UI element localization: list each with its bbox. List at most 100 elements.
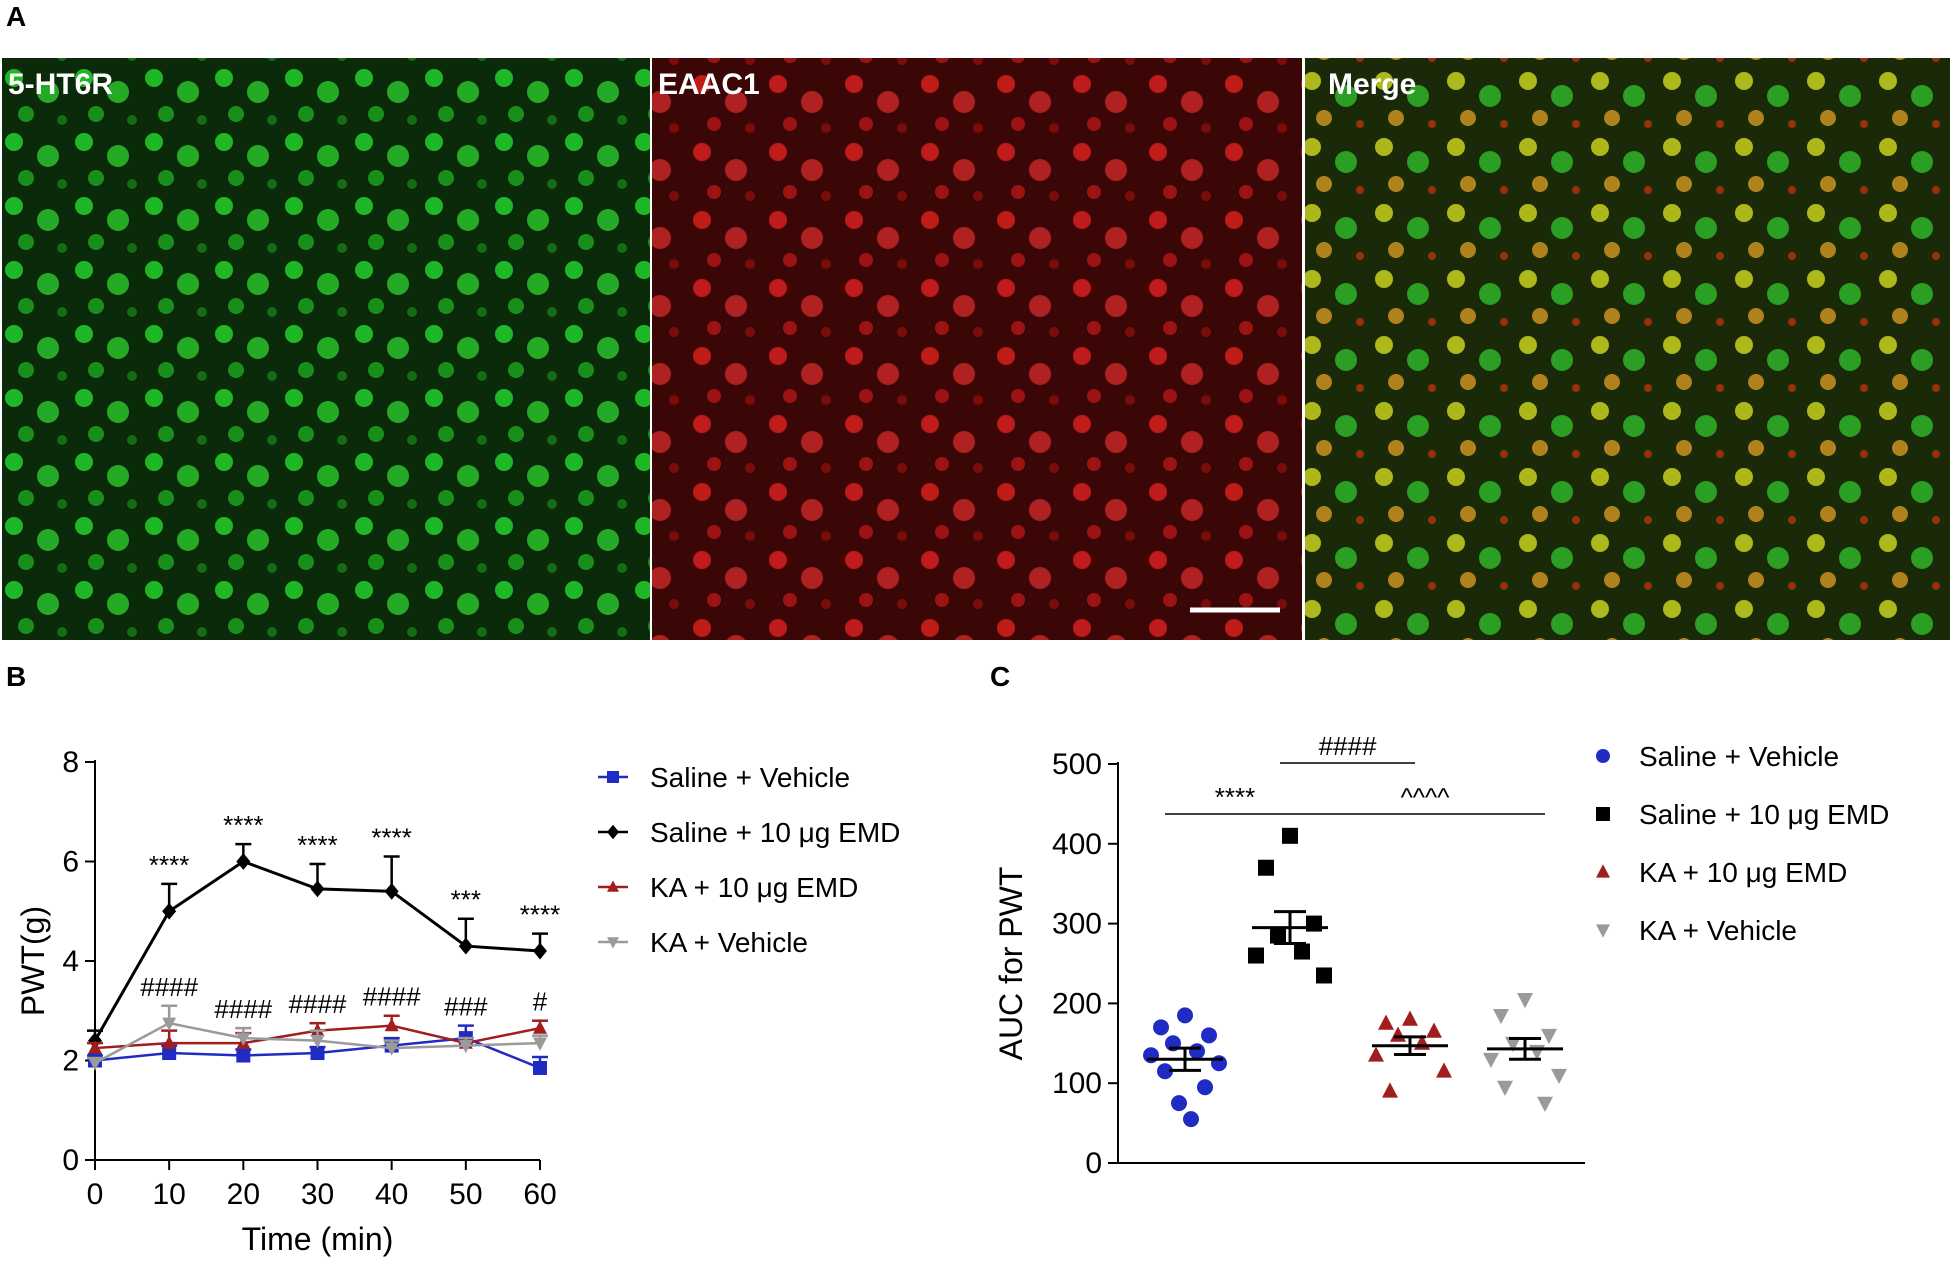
data-point [162, 1017, 177, 1031]
significance-hash: # [533, 987, 548, 1017]
legend-marker [1596, 924, 1610, 938]
x-tick-label: 60 [523, 1178, 556, 1211]
data-point [1270, 927, 1286, 944]
data-point [458, 1039, 473, 1054]
auc-scatter-chart: 0 100 200 300 400 500 AUC for PWT #### **** ^^^^ S… [993, 731, 1889, 1180]
data-point [1537, 1096, 1553, 1112]
data-point [1382, 1082, 1398, 1098]
legend-label: KA + 10 μg EMD [1639, 857, 1847, 888]
data-point [1306, 915, 1322, 932]
data-point [162, 1046, 177, 1061]
data-point [458, 937, 473, 955]
data-point [1189, 1043, 1205, 1060]
comparison-label: ^^^^ [1401, 782, 1451, 812]
data-point [88, 1057, 102, 1071]
significance-star: **** [223, 810, 263, 840]
significance-star: **** [297, 830, 337, 860]
y-tick-label: 6 [62, 846, 79, 879]
legend-marker [607, 771, 619, 783]
legend-label: KA + Vehicle [1639, 915, 1797, 946]
x-tick-label: 20 [227, 1178, 260, 1211]
data-point [310, 880, 325, 898]
legend-marker [1596, 807, 1610, 821]
y-axis-title: PWT(g) [15, 906, 51, 1016]
comparison-2: ^^^^ [1305, 782, 1545, 815]
significance-hash: #### [289, 989, 347, 1019]
group-1 [1248, 827, 1332, 984]
comparison-label: **** [1215, 782, 1255, 812]
comparison-label: #### [1319, 731, 1377, 761]
legend-entry: Saline + Vehicle [598, 762, 850, 793]
group-2 [1368, 1010, 1452, 1098]
legend-marker [607, 880, 619, 892]
legend-label: KA + Vehicle [650, 927, 808, 958]
x-tick-label: 50 [449, 1178, 482, 1211]
data-point [162, 902, 177, 920]
data-point [1497, 1080, 1513, 1096]
significance-hash: #### [363, 982, 421, 1012]
data-point [384, 1017, 399, 1032]
legend-entry: Saline + Vehicle [1596, 741, 1839, 772]
significance-star: *** [451, 885, 481, 915]
data-point [1177, 1007, 1193, 1024]
y-tick-label: 0 [1085, 1147, 1102, 1180]
significance-star: **** [371, 823, 411, 853]
data-point [88, 1040, 102, 1054]
micrograph-label-eaac1: EAAC1 [658, 68, 760, 101]
legend-label: Saline + 10 μg EMD [650, 817, 900, 848]
micrograph-merge: Merge [1305, 58, 1950, 640]
data-point [1294, 943, 1310, 960]
y-tick-label: 8 [62, 746, 79, 779]
y-tick-label: 2 [62, 1045, 79, 1078]
group-3 [1483, 993, 1567, 1112]
data-point [1551, 1068, 1567, 1085]
data-point [1436, 1062, 1452, 1078]
legend-label: Saline + 10 μg EMD [1639, 799, 1889, 830]
comparison-0: #### [1280, 731, 1415, 764]
y-tick-label: 200 [1052, 987, 1102, 1020]
micrograph-eaac1: EAAC1 [652, 58, 1302, 640]
data-point [1541, 1028, 1557, 1045]
micrograph-5ht6r: 5-HT6R [2, 58, 650, 640]
y-tick-label: 100 [1052, 1067, 1102, 1100]
data-point [1248, 947, 1264, 964]
y-axis-title: AUC for PWT [993, 867, 1029, 1061]
data-point [1201, 1027, 1217, 1044]
legend-entry: KA + Vehicle [598, 927, 808, 958]
data-point [1316, 967, 1332, 984]
micrograph-label-5ht6r: 5-HT6R [8, 68, 113, 101]
data-point [533, 1020, 547, 1034]
legend-entry: KA + Vehicle [1596, 915, 1797, 946]
panel-c-letter: C [990, 661, 1010, 692]
data-point [1143, 1047, 1159, 1064]
x-tick-label: 10 [152, 1178, 185, 1211]
legend-entry: KA + 10 μg EMD [1596, 857, 1847, 888]
legend-marker [607, 824, 619, 840]
data-point [1211, 1055, 1227, 1072]
data-point [1282, 827, 1298, 844]
data-point [533, 1037, 547, 1051]
significance-hash: #### [214, 994, 272, 1024]
data-point [1505, 1036, 1521, 1053]
data-point [384, 1042, 399, 1056]
x-tick-label: 40 [375, 1178, 408, 1211]
data-point [1426, 1022, 1442, 1038]
data-point [1378, 1014, 1394, 1030]
legend-label: Saline + Vehicle [1639, 741, 1839, 772]
micrograph-label-merge: Merge [1328, 68, 1416, 101]
x-tick-label: 30 [301, 1178, 334, 1211]
significance-hash: ### [444, 992, 488, 1022]
data-point [236, 1048, 251, 1063]
data-point [533, 1060, 547, 1075]
legend-marker [1596, 864, 1610, 878]
legend-label: Saline + Vehicle [650, 762, 850, 793]
data-point [236, 853, 251, 870]
y-tick-label: 4 [62, 945, 79, 978]
data-point [1402, 1010, 1418, 1026]
data-point [1258, 859, 1274, 876]
panel-b-letter: B [6, 661, 26, 692]
panel-a-letter: A [6, 1, 26, 32]
data-point [162, 1035, 177, 1049]
